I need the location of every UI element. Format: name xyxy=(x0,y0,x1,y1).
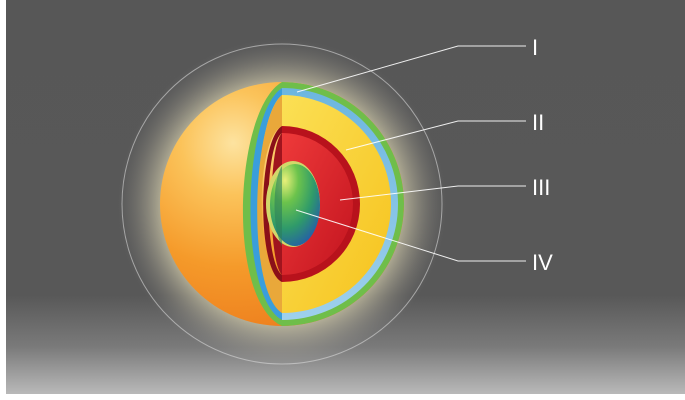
cutaway xyxy=(242,82,404,326)
leader-line-II xyxy=(345,120,526,151)
diagram-frame: I II III IV xyxy=(6,0,685,394)
core-IV-inner-core xyxy=(270,164,320,246)
label-IV: IV xyxy=(532,250,553,275)
leader-line-I xyxy=(296,45,526,93)
leader-lines xyxy=(295,45,526,262)
label-II: II xyxy=(532,110,544,135)
earth-layers-diagram: I II III IV xyxy=(6,0,685,394)
label-III: III xyxy=(532,175,550,200)
leader-line-IV xyxy=(295,209,526,262)
leader-line-III xyxy=(339,185,526,201)
label-I: I xyxy=(532,35,538,60)
core-IV-shadow xyxy=(274,166,282,246)
halo-outline xyxy=(121,43,443,365)
